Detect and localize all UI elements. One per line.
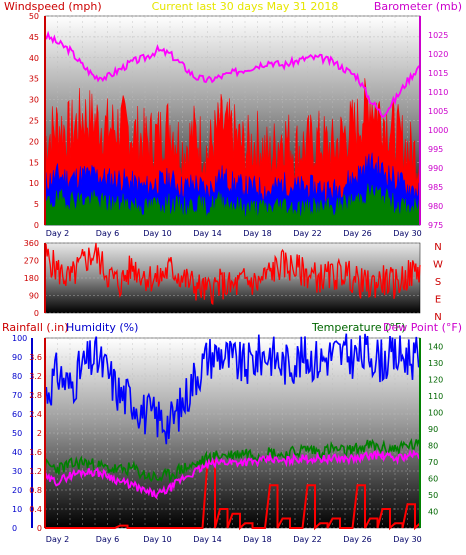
temperature-tick-label: 50: [428, 491, 438, 500]
rainfall-axis-title: Rainfall (.in): [2, 321, 69, 334]
windspeed-tick-label: 0: [34, 221, 39, 230]
barometer-tick-label: 985: [428, 183, 443, 192]
chart-title: Current last 30 days May 31 2018: [152, 0, 339, 13]
direction-tick-label: 90: [29, 292, 39, 301]
barometer-tick-label: 1020: [428, 50, 448, 59]
temperature-tick-label: 40: [428, 507, 438, 516]
compass-label: S: [435, 277, 441, 288]
x-tick-label: Day 22: [293, 535, 322, 544]
rainfall-tick-label: 2: [37, 429, 42, 438]
temperature-tick-label: 90: [428, 425, 438, 434]
windspeed-tick-label: 50: [29, 12, 39, 21]
x-tick-label: Day 18: [243, 229, 272, 238]
humidity-tick-label: 30: [12, 467, 22, 476]
rainfall-tick-label: 0.4: [29, 505, 42, 514]
x-tick-label: Day 14: [193, 535, 222, 544]
temperature-tick-label: 80: [428, 441, 438, 450]
humidity-tick-label: 90: [12, 353, 22, 362]
direction-tick-label: 180: [24, 274, 39, 283]
x-tick-label: Day 6: [96, 229, 119, 238]
x-tick-label: Day 10: [143, 229, 172, 238]
rainfall-tick-label: 0: [37, 524, 42, 533]
temperature-tick-label: 60: [428, 474, 438, 483]
humidity-tick-label: 80: [12, 372, 22, 381]
x-tick-label: Day 30: [393, 535, 422, 544]
temperature-tick-label: 130: [428, 359, 443, 368]
x-tick-label: Day 10: [143, 535, 172, 544]
windspeed-tick-label: 10: [29, 179, 39, 188]
x-tick-label: Day 2: [46, 535, 69, 544]
x-tick-label: Day 26: [343, 229, 372, 238]
rainfall-tick-label: 2.8: [29, 391, 42, 400]
barometer-line: [44, 30, 421, 118]
wind-direction-line: [44, 243, 421, 306]
humidity-axis-title: Humidity (%): [66, 321, 138, 334]
humidity-tick-label: 40: [12, 448, 22, 457]
temperature-tick-label: 110: [428, 392, 443, 401]
windspeed-tick-label: 45: [29, 33, 39, 42]
rainfall-tick-label: 3.2: [29, 372, 42, 381]
temperature-tick-label: 70: [428, 458, 438, 467]
barometer-tick-label: 990: [428, 164, 443, 173]
rainfall-tick-label: 1.2: [29, 467, 42, 476]
compass-label: N: [434, 242, 441, 253]
x-tick-label: Day 18: [243, 535, 272, 544]
rainfall-tick-label: 3.6: [29, 353, 42, 362]
temperature-tick-label: 120: [428, 375, 443, 384]
windspeed-tick-label: 30: [29, 96, 39, 105]
barometer-tick-label: 975: [428, 221, 443, 230]
windspeed-tick-label: 15: [29, 158, 39, 167]
humidity-tick-label: 60: [12, 410, 22, 419]
humidity-tick-label: 50: [12, 429, 22, 438]
temperature-tick-label: 140: [428, 342, 443, 351]
windspeed-tick-label: 25: [29, 117, 39, 126]
direction-tick-label: 360: [24, 239, 39, 248]
barometer-tick-label: 1005: [428, 107, 448, 116]
humidity-tick-label: 0: [12, 524, 17, 533]
rainfall-line: [45, 460, 421, 531]
compass-label: N: [434, 312, 441, 323]
barometer-tick-label: 995: [428, 145, 443, 154]
windspeed-tick-label: 5: [34, 200, 39, 209]
direction-tick-label: 270: [24, 257, 39, 266]
compass-label: E: [435, 295, 441, 306]
direction-tick-label: 0: [34, 309, 39, 318]
rainfall-tick-label: 0.8: [29, 486, 42, 495]
barometer-tick-label: 1025: [428, 31, 448, 40]
barometer-tick-label: 980: [428, 202, 443, 211]
humidity-tick-label: 10: [12, 505, 22, 514]
barometer-axis-title: Barometer (mb): [374, 0, 462, 13]
x-tick-label: Day 26: [343, 535, 372, 544]
windspeed-low-area: [44, 183, 421, 226]
x-tick-label: Day 22: [293, 229, 322, 238]
barometer-tick-label: 1000: [428, 126, 448, 135]
compass-label: W: [433, 260, 443, 271]
windspeed-tick-label: 20: [29, 137, 39, 146]
windspeed-tick-label: 40: [29, 54, 39, 63]
dewpoint-axis-title: Dew Point (°F): [383, 321, 462, 334]
x-tick-label: Day 6: [96, 535, 119, 544]
windspeed-tick-label: 35: [29, 75, 39, 84]
barometer-tick-label: 1015: [428, 69, 448, 78]
temperature-axis-title: Temperature (°F): [311, 321, 406, 334]
windspeed-axis-title: Windspeed (mph): [4, 0, 102, 13]
temperature-tick-label: 100: [428, 408, 443, 417]
dewpoint-line: [44, 449, 421, 500]
humidity-tick-label: 20: [12, 486, 22, 495]
barometer-tick-label: 1010: [428, 88, 448, 97]
humidity-line: [44, 333, 421, 445]
rainfall-tick-label: 2.4: [29, 410, 42, 419]
humidity-tick-label: 100: [12, 334, 27, 343]
x-tick-label: Day 14: [193, 229, 222, 238]
rainfall-tick-label: 1.6: [29, 448, 42, 457]
x-tick-label: Day 30: [393, 229, 422, 238]
humidity-tick-label: 70: [12, 391, 22, 400]
x-tick-label: Day 2: [46, 229, 69, 238]
